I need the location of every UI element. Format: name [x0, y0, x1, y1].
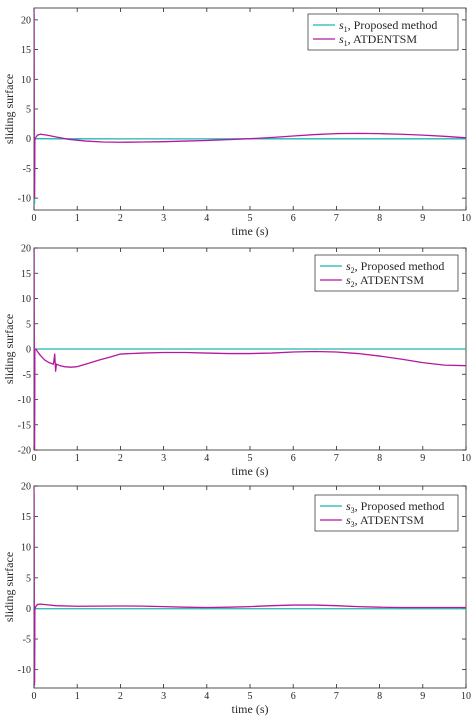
chart-panel-1: 0 1 2 3 4 5 6 7 8 9 10 -10 -5 0 5 10 15 20 time (s) sliding…	[2, 7, 471, 238]
x-axis-label: time (s)	[232, 224, 269, 238]
legend-entry: s2, Proposed method	[346, 259, 444, 275]
x-tick-label: 10	[461, 213, 471, 224]
x-tick-label: 4	[204, 691, 209, 702]
y-tick-label: -15	[18, 420, 31, 431]
y-tick-label: 0	[26, 604, 31, 615]
y-axis-label: sliding surface	[2, 314, 16, 384]
x-tick-label: 9	[420, 213, 425, 224]
y-tick-label: 20	[21, 15, 31, 26]
series-line-atdentsm	[34, 248, 466, 450]
x-tick-label: 2	[118, 213, 123, 224]
x-axis-label: time (s)	[232, 464, 269, 478]
x-tick-label: 10	[461, 453, 471, 464]
chart-panel-2: 0 1 2 3 4 5 6 7 8 9 10 -20 -15 -10 -5 0 5 10 15 20 time (s) s…	[2, 244, 471, 479]
x-tick-label: 0	[32, 213, 37, 224]
x-tick-label: 6	[291, 213, 296, 224]
legend-entry: s3, Proposed method	[346, 499, 444, 515]
y-tick-label: 10	[21, 543, 31, 554]
x-tick-label: 1	[75, 213, 80, 224]
legend-entry: s1, Proposed method	[339, 18, 437, 34]
x-tick-label: 2	[118, 691, 123, 702]
y-tick-label: -10	[18, 194, 31, 205]
y-tick-label: -5	[23, 164, 31, 175]
y-axis-label: sliding surface	[2, 74, 16, 144]
legend-entry: s1, ATDENTSM	[339, 32, 417, 48]
x-tick-label: 4	[204, 453, 209, 464]
x-tick-label: 7	[334, 691, 339, 702]
x-axis-label: time (s)	[232, 702, 269, 716]
y-tick-label: -20	[18, 446, 31, 457]
legend-entry: s2, ATDENTSM	[346, 273, 424, 289]
x-tick-label: 0	[32, 691, 37, 702]
x-tick-label: 4	[204, 213, 209, 224]
x-tick-label: 8	[377, 213, 382, 224]
x-tick-label: 8	[377, 453, 382, 464]
x-tick-label: 5	[248, 453, 253, 464]
x-tick-label: 10	[461, 691, 471, 702]
x-tick-label: 6	[291, 691, 296, 702]
x-tick-label: 1	[75, 453, 80, 464]
x-tick-label: 8	[377, 691, 382, 702]
legend-entry: s3, ATDENTSM	[346, 513, 424, 529]
x-tick-label: 3	[161, 691, 166, 702]
y-tick-label: 10	[21, 75, 31, 86]
y-tick-label: -5	[23, 635, 31, 646]
y-tick-label: 10	[21, 294, 31, 305]
x-tick-label: 7	[334, 213, 339, 224]
series-line-atdentsm	[34, 486, 466, 686]
x-tick-label: 9	[420, 453, 425, 464]
x-tick-label: 3	[161, 453, 166, 464]
y-tick-label: 0	[26, 345, 31, 356]
legend-box	[307, 13, 459, 51]
y-tick-label: 5	[26, 319, 31, 330]
x-tick-label: 0	[32, 453, 37, 464]
x-tick-label: 5	[248, 213, 253, 224]
x-tick-label: 2	[118, 453, 123, 464]
x-tick-label: 3	[161, 213, 166, 224]
x-tick-label: 5	[248, 691, 253, 702]
y-tick-label: 15	[21, 45, 31, 56]
legend-box	[314, 494, 459, 532]
y-tick-label: -5	[23, 370, 31, 381]
y-tick-label: 15	[21, 269, 31, 280]
y-tick-label: 0	[26, 134, 31, 145]
x-tick-label: 9	[420, 691, 425, 702]
y-tick-label: -10	[18, 665, 31, 676]
x-tick-label: 1	[75, 691, 80, 702]
y-tick-label: 5	[26, 105, 31, 116]
y-tick-label: 20	[21, 482, 31, 493]
x-tick-label: 7	[334, 453, 339, 464]
y-tick-label: -10	[18, 395, 31, 406]
chart-panel-3: 0 1 2 3 4 5 6 7 8 9 10 -10 -5 0 5 10 15 20 time (s) sliding…	[2, 482, 471, 717]
y-tick-label: 15	[21, 512, 31, 523]
y-tick-label: 5	[26, 573, 31, 584]
y-axis-label: sliding surface	[2, 552, 16, 622]
legend-box	[314, 254, 459, 292]
series-line-atdentsm	[34, 8, 466, 199]
x-tick-label: 6	[291, 453, 296, 464]
y-tick-label: 20	[21, 244, 31, 255]
